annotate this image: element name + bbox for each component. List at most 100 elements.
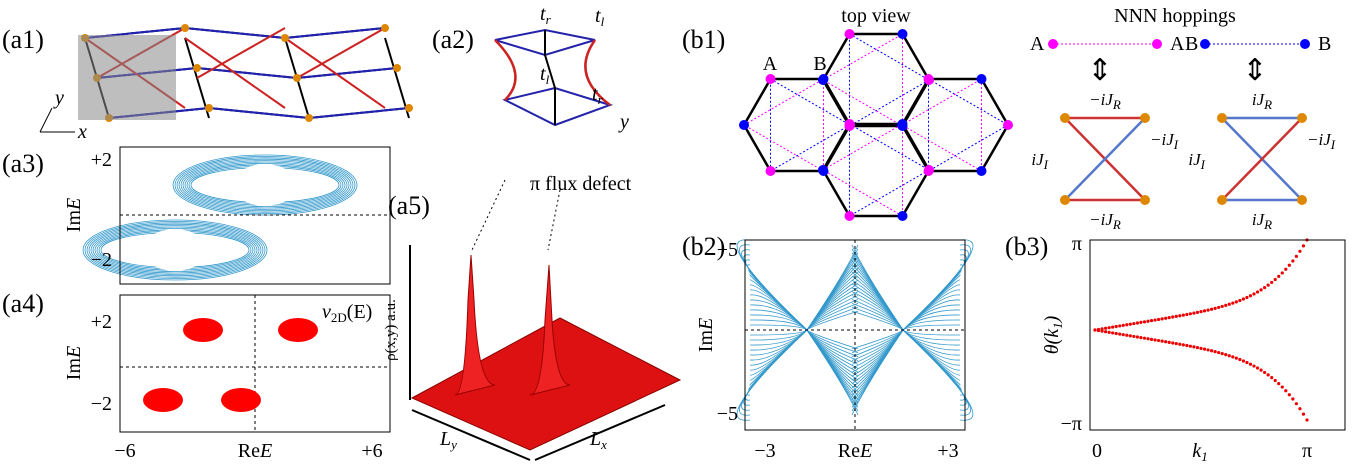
spectrum	[807, 264, 858, 395]
y-tick-label: +5	[717, 239, 738, 261]
nnn-bond	[823, 34, 903, 126]
curve-point	[1298, 407, 1301, 410]
bond	[285, 38, 385, 108]
subtitle: NNN hoppings	[1114, 5, 1236, 27]
y-axis-label: ImE	[63, 198, 85, 232]
axis-label: y	[618, 111, 629, 133]
hop-label: tl	[595, 5, 605, 29]
curve-point	[1263, 371, 1266, 374]
curve-point	[1302, 413, 1305, 416]
curve-point	[1228, 354, 1231, 357]
curve-point	[1104, 327, 1107, 330]
curve-point	[1125, 323, 1128, 326]
curve-point	[1270, 376, 1273, 379]
curve-point	[1238, 299, 1241, 302]
curve-point	[1274, 278, 1277, 281]
y-tick-label: π	[1072, 233, 1082, 255]
curve-point	[1217, 351, 1220, 354]
site	[193, 64, 201, 72]
curve-point	[1245, 361, 1248, 364]
curve-point	[1221, 352, 1224, 355]
site	[818, 165, 828, 175]
curve-point	[1097, 329, 1100, 332]
curve-point	[1108, 331, 1111, 334]
curve-point	[1157, 339, 1160, 342]
curve-point	[1274, 379, 1277, 382]
site	[977, 74, 987, 84]
curve-point	[1245, 296, 1248, 299]
hopping-label: iJI	[1031, 150, 1048, 172]
curve-point	[1249, 294, 1252, 297]
hole	[233, 164, 297, 206]
curve-point	[1199, 347, 1202, 350]
nnn-bond	[744, 79, 824, 171]
x-tick-label: +6	[361, 440, 382, 462]
curve-point	[1256, 366, 1259, 369]
curve-point	[1175, 315, 1178, 318]
panel-label: (a1)	[2, 25, 44, 54]
panel-label: (b3)	[1005, 232, 1048, 261]
curve-point	[1139, 336, 1142, 339]
hopping-label: −iJI	[1307, 130, 1336, 152]
y-tick-label: −2	[91, 249, 112, 271]
site-label: B	[813, 53, 826, 75]
curve-point	[1143, 320, 1146, 323]
curve-point	[1189, 312, 1192, 315]
arrow: ⇕	[1087, 54, 1112, 87]
curve-point	[1143, 337, 1146, 340]
curve-point	[1104, 330, 1107, 333]
plane	[78, 35, 176, 120]
site	[381, 24, 389, 32]
hexagon	[744, 79, 850, 171]
curve-point	[1295, 402, 1298, 405]
y-tick-label: +2	[91, 149, 112, 171]
curve-point	[1168, 316, 1171, 319]
curve-point	[1122, 333, 1125, 336]
site	[205, 104, 213, 112]
hexagon	[902, 79, 1008, 171]
curve-point	[1189, 345, 1192, 348]
curve-point	[1125, 334, 1128, 337]
figure: (a1) y x (a2) tr tl tl tr y (a3) +2 −2 I…	[0, 0, 1356, 470]
x-axis-label: ReE	[838, 440, 872, 462]
curve-point	[1302, 244, 1305, 247]
curve-point	[1242, 359, 1245, 362]
panel-label: (b1)	[682, 25, 725, 54]
spectrum	[807, 245, 858, 415]
arrow: ⇕	[1242, 54, 1267, 87]
curve-point	[1206, 348, 1209, 351]
curve-point	[1231, 302, 1234, 305]
text-part: I	[1330, 137, 1336, 152]
text-part: −i	[1089, 210, 1105, 229]
text-part: I	[1043, 157, 1049, 172]
curve-point	[1224, 353, 1227, 356]
curve-point	[1281, 385, 1284, 388]
curve-point	[1175, 342, 1178, 345]
hopping-label: −iJR	[1089, 90, 1121, 112]
bond	[197, 28, 285, 78]
curve-point	[1259, 288, 1262, 291]
text-part: −i	[1150, 130, 1166, 149]
curve-point	[1136, 335, 1139, 338]
site-label: A	[763, 53, 778, 75]
curve-point	[1288, 393, 1291, 396]
y-tick-label: −2	[91, 393, 112, 415]
site	[305, 114, 313, 122]
spectrum	[807, 249, 858, 411]
hopping-label: iJR	[1252, 90, 1272, 112]
spectrum	[807, 268, 858, 391]
axis-arrow	[40, 108, 52, 132]
curve-point	[1224, 304, 1227, 307]
site	[897, 120, 907, 130]
site	[181, 24, 189, 32]
x-tick-label: π	[1302, 440, 1312, 462]
curve-point	[1281, 271, 1284, 274]
curve-point	[1291, 397, 1294, 400]
curve-point	[1132, 335, 1135, 338]
axis-label: y	[53, 87, 64, 109]
panel-label: (a4)	[2, 289, 44, 318]
curve-point	[1139, 321, 1142, 324]
curve-point	[1153, 338, 1156, 341]
curve-point	[1146, 337, 1149, 340]
panel-label: (a5)	[388, 191, 430, 220]
